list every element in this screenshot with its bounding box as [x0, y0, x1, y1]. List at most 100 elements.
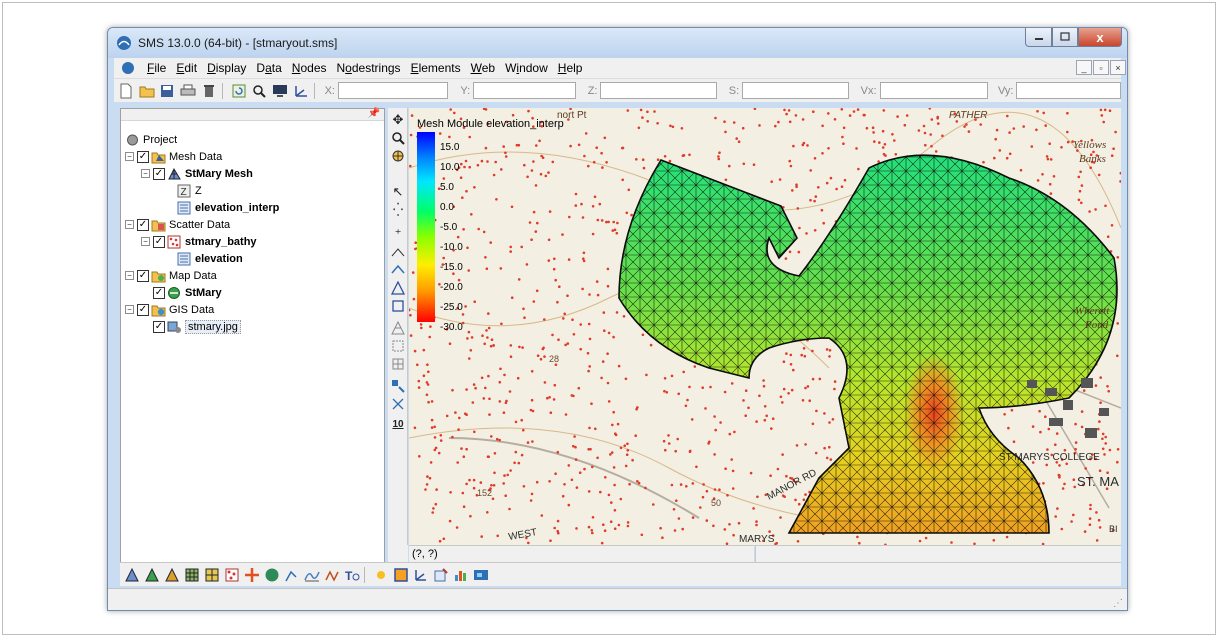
minimize-button[interactable]: [1025, 28, 1052, 47]
collapse-toggle[interactable]: −: [141, 169, 150, 178]
axes-button[interactable]: [292, 82, 310, 100]
tree-item-elevation[interactable]: elevation: [177, 250, 243, 267]
stmary-mesh-checkbox[interactable]: ✓: [153, 167, 165, 180]
vy-field[interactable]: [1016, 82, 1121, 99]
s-field[interactable]: [742, 82, 849, 99]
menu-nodestrings[interactable]: Nodestrings: [336, 61, 401, 75]
tree-item-stmary-bathy[interactable]: − ✓ stmary_bathy: [141, 233, 257, 250]
sun-lighting-icon[interactable]: [373, 567, 389, 583]
pin-icon[interactable]: 📌: [367, 108, 380, 119]
tree-item-gis-data[interactable]: − ✓ GIS Data: [125, 301, 214, 318]
quad-tool[interactable]: [390, 298, 406, 314]
scatter-module-icon[interactable]: [224, 567, 240, 583]
mdi-restore-button[interactable]: ▫: [1093, 60, 1109, 75]
collapse-toggle[interactable]: −: [141, 237, 150, 246]
menu-web[interactable]: Web: [470, 61, 496, 75]
gis-module-icon[interactable]: [284, 567, 300, 583]
x-label: X:: [324, 84, 335, 97]
legend-label: 5.0: [440, 182, 454, 193]
image-capture-icon[interactable]: [473, 567, 489, 583]
split-merge-tool[interactable]: [390, 396, 406, 412]
save-button[interactable]: [158, 82, 176, 100]
collapse-toggle[interactable]: −: [125, 220, 134, 229]
collapse-toggle[interactable]: −: [125, 271, 134, 280]
tree-item-project[interactable]: Project: [125, 131, 177, 148]
frame-button[interactable]: [250, 82, 268, 100]
map-canvas[interactable]: nort Pt FATHER Yellows Banks Wherett Pon…: [409, 108, 1121, 545]
close-button[interactable]: x: [1078, 28, 1122, 47]
axes-display-icon[interactable]: [413, 567, 429, 583]
tree-item-elevation-interp[interactable]: elevation_interp: [177, 199, 279, 216]
mesh-module-icon[interactable]: [124, 567, 140, 583]
open-button[interactable]: [138, 82, 156, 100]
menu-window[interactable]: Window: [505, 61, 548, 75]
create-triangles-tool[interactable]: [390, 320, 406, 336]
grid-module-icon[interactable]: [184, 567, 200, 583]
scatter-data-checkbox[interactable]: ✓: [137, 218, 149, 231]
tree-item-stmary-mesh[interactable]: − ✓ StMary Mesh: [141, 165, 253, 182]
menu-display[interactable]: Display: [207, 61, 247, 75]
mdi-minimize-button[interactable]: _: [1076, 60, 1092, 75]
display-button[interactable]: [271, 82, 289, 100]
stmary-jpg-checkbox[interactable]: ✓: [153, 320, 165, 333]
graphics-window[interactable]: nort Pt FATHER Yellows Banks Wherett Pon…: [409, 108, 1121, 545]
zoom-tool[interactable]: [390, 130, 406, 146]
map-data-checkbox[interactable]: ✓: [137, 269, 149, 282]
menu-file[interactable]: File: [147, 61, 167, 75]
collapse-toggle[interactable]: −: [125, 152, 134, 161]
select-nodestring-tool[interactable]: [390, 262, 406, 278]
tree-item-scatter-data[interactable]: − ✓ Scatter Data: [125, 216, 230, 233]
grid-tool[interactable]: [390, 356, 406, 372]
new-button[interactable]: [117, 82, 135, 100]
plot-wizard-icon[interactable]: [433, 567, 449, 583]
profile-module-icon[interactable]: [304, 567, 320, 583]
bar-chart-icon[interactable]: [453, 567, 469, 583]
document-icon[interactable]: [120, 60, 136, 76]
title-bar[interactable]: SMS 13.0.0 (64-bit) - [stmaryout.sms] x: [108, 28, 1127, 58]
menu-data[interactable]: Data: [256, 61, 282, 75]
tree-item-stmary-jpg[interactable]: ✓ stmary.jpg: [153, 318, 241, 335]
tree-item-z[interactable]: Z Z: [177, 182, 202, 199]
select-elements-tool[interactable]: [390, 378, 406, 394]
tidal-module-icon[interactable]: T: [344, 567, 360, 583]
tree-item-mesh-data[interactable]: − ✓ Mesh Data: [125, 148, 222, 165]
create-quads-tool[interactable]: [390, 338, 406, 354]
z-field[interactable]: [600, 82, 717, 99]
menu-nodes[interactable]: Nodes: [291, 61, 327, 75]
select-nodes-tool[interactable]: ⁛: [390, 202, 406, 218]
1d-grid-module-icon[interactable]: [324, 567, 340, 583]
pan-tool[interactable]: ✥: [390, 112, 406, 128]
rotate-tool[interactable]: [390, 148, 406, 164]
gis-data-checkbox[interactable]: ✓: [137, 303, 149, 316]
mdi-close-button[interactable]: ×: [1110, 60, 1126, 75]
quadtree-module-icon[interactable]: [164, 567, 180, 583]
stmary-bathy-checkbox[interactable]: ✓: [153, 235, 165, 248]
contour-label-tool[interactable]: 10: [390, 416, 406, 432]
tree-label-project: Project: [143, 133, 178, 146]
menu-elements[interactable]: Elements: [410, 61, 461, 75]
create-node-tool[interactable]: ⁺: [390, 226, 406, 242]
mesh-data-checkbox[interactable]: ✓: [137, 150, 149, 163]
collapse-toggle[interactable]: −: [125, 305, 134, 314]
menu-edit[interactable]: Edit: [176, 61, 198, 75]
map-module-icon[interactable]: [264, 567, 280, 583]
cartesian-grid-module-icon[interactable]: [144, 567, 160, 583]
menu-help[interactable]: Help: [557, 61, 583, 75]
nodestring-tool[interactable]: [390, 244, 406, 260]
y-field[interactable]: [473, 82, 576, 99]
triangle-tool[interactable]: [390, 280, 406, 296]
stmary-coverage-checkbox[interactable]: ✓: [153, 286, 165, 299]
x-field[interactable]: [337, 82, 449, 99]
curvilinear-module-icon[interactable]: [204, 567, 220, 583]
vx-field[interactable]: [879, 82, 988, 99]
particle-module-icon[interactable]: [244, 567, 260, 583]
color-palette-icon[interactable]: [393, 567, 409, 583]
delete-button[interactable]: [200, 82, 218, 100]
tree-item-stmary-coverage[interactable]: ✓ StMary: [153, 284, 222, 301]
maximize-button[interactable]: [1052, 28, 1078, 47]
select-mesh-node-tool[interactable]: ↖: [390, 184, 406, 200]
print-button[interactable]: [179, 82, 197, 100]
resize-grip-icon[interactable]: ⋰: [1113, 598, 1123, 609]
tree-item-map-data[interactable]: − ✓ Map Data: [125, 267, 217, 284]
refresh-button[interactable]: [230, 82, 248, 100]
